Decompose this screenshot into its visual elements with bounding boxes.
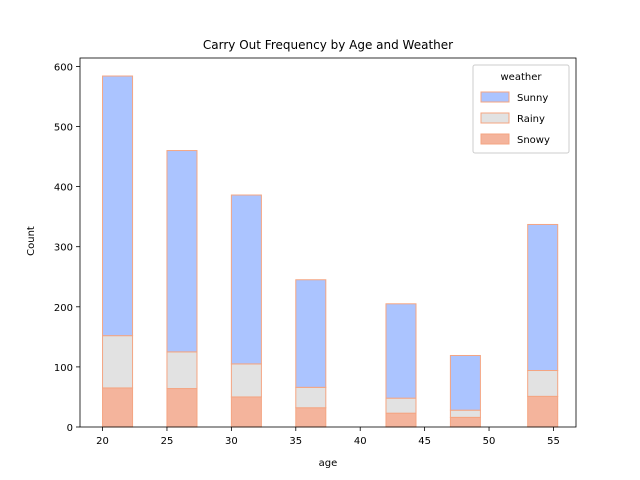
- bar-sunny-53: [527, 223, 559, 372]
- y-tick-label-200: 200: [54, 303, 73, 314]
- bar-snowy-30: [230, 396, 262, 428]
- bar-sunny-25: [166, 150, 198, 353]
- legend-frame: [472, 64, 570, 154]
- x-tick-label-30: 30: [225, 436, 238, 447]
- x-axis-label: age: [319, 458, 338, 469]
- bar-snowy-25: [166, 388, 198, 428]
- x-tick-label-50: 50: [483, 436, 496, 447]
- plot-frame: [79, 57, 577, 428]
- bar-snowy-35: [295, 407, 327, 428]
- x-tick-label-40: 40: [354, 436, 367, 447]
- legend-swatch-sunny: [480, 91, 510, 103]
- bar-rainy-35: [295, 386, 327, 409]
- legend: weather Sunny Rainy Snowy: [472, 64, 570, 154]
- x-tick-label-35: 35: [289, 436, 302, 447]
- y-tick-label-100: 100: [54, 363, 73, 374]
- legend-label-rainy: Rainy: [517, 114, 545, 125]
- bar-snowy-53: [527, 395, 559, 428]
- y-tick-label-0: 0: [67, 423, 73, 434]
- x-tick-label-20: 20: [96, 436, 109, 447]
- bar-snowy-20: [102, 387, 134, 428]
- y-axis-label: Count: [26, 226, 37, 256]
- y-tick-label-400: 400: [54, 183, 73, 194]
- axes-layer: 20 25 30 35 40 45 50 55 0 100 200 300 400 500 600: [54, 57, 577, 447]
- bar-rainy-53: [527, 370, 559, 397]
- legend-swatch-rainy: [480, 112, 510, 124]
- legend-label-sunny: Sunny: [517, 93, 548, 104]
- bar-sunny-30: [230, 194, 262, 365]
- bar-rainy-25: [166, 351, 198, 390]
- y-tick-label-500: 500: [54, 123, 73, 134]
- legend-label-snowy: Snowy: [517, 135, 550, 146]
- bar-rainy-30: [230, 363, 262, 398]
- legend-title: weather: [501, 72, 543, 83]
- bar-sunny-42: [385, 303, 417, 399]
- bars-layer: [102, 75, 559, 428]
- y-tick-label-600: 600: [54, 62, 73, 73]
- bar-rainy-42: [385, 397, 417, 414]
- x-tick-label-45: 45: [418, 436, 431, 447]
- y-tick-label-300: 300: [54, 243, 73, 254]
- x-tick-label-55: 55: [547, 436, 560, 447]
- bar-sunny-35: [295, 279, 327, 388]
- chart-title: Carry Out Frequency by Age and Weather: [203, 38, 453, 52]
- bar-snowy-42: [385, 412, 417, 428]
- bar-snowy-47: [449, 416, 481, 428]
- bar-sunny-20: [102, 75, 134, 337]
- legend-swatch-snowy: [480, 133, 510, 145]
- bar-sunny-47: [449, 354, 481, 411]
- x-tick-label-25: 25: [161, 436, 174, 447]
- bar-rainy-20: [102, 335, 134, 389]
- bar-rainy-47: [449, 409, 481, 418]
